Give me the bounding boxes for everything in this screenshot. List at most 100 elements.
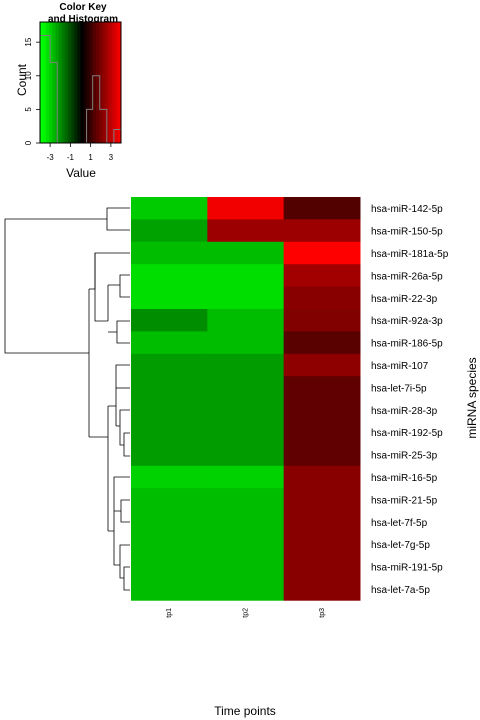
heatmap-cell [283,533,361,556]
heatmap-cell [283,286,361,310]
heatmap-cell [131,421,208,444]
color-key-band [46,22,50,143]
color-key-title-line1: Color Key [59,2,107,13]
row-label: hsa-miR-28-3p [371,406,438,417]
color-key-y-tick-label: 5 [24,107,33,112]
heatmap-cell [283,488,361,512]
heatmap-cell [131,219,208,243]
heatmap-cell [207,309,285,332]
heatmap-cell [283,555,361,579]
heatmap-cell [283,443,361,467]
color-key-band [61,22,66,143]
column-label: tp1 [166,608,173,618]
heatmap-cell [131,488,208,512]
row-label: hsa-let-7i-5p [371,383,427,394]
heatmap-cell [283,219,361,243]
heatmap-cell [131,555,208,579]
color-key-x-label: Value [66,166,96,180]
color-key-band [114,22,119,143]
color-key-band [64,22,69,143]
heatmap-cell [283,264,361,288]
dendrogram-branch-7g-191-7a [113,543,130,591]
column-label: tp3 [319,608,326,618]
heatmap-cell [207,443,285,467]
color-key-band [77,22,81,143]
heatmap-cell [207,488,285,512]
dendrogram-branch-107-group [108,364,130,426]
row-label: hsa-miR-92a-3p [371,316,443,327]
heatmap-cell [207,331,285,355]
dendrogram-branch-lower-left [89,406,109,531]
heatmap-cell [283,241,361,265]
color-key-band [43,22,47,143]
row-label: hsa-miR-181a-5p [371,249,449,260]
row-label: hsa-let-7f-5p [371,518,428,529]
color-key-band [58,22,63,143]
heatmap-cell [131,241,208,265]
color-key-band [80,22,85,143]
heatmap-cell [207,577,285,601]
row-label: hsa-miR-107 [371,361,429,372]
dendrogram-branch-mid [94,253,108,322]
heatmap-cell [207,286,285,310]
row-label: hsa-miR-22-3p [371,294,438,305]
heatmap-cell [131,264,208,288]
color-key-band [52,22,56,143]
heatmap-cell [207,353,285,377]
heatmap-cell [131,309,208,332]
row-label: hsa-let-7a-5p [371,585,430,596]
heatmap-cell [207,465,285,489]
heatmap-cell [207,398,285,422]
dendrogram-branch-142-150 [106,207,130,231]
color-key-x-tick-label: 3 [109,153,114,162]
heatmap-cell [207,555,285,579]
heatmap-cell [207,376,285,400]
row-label: hsa-miR-16-5p [371,473,438,484]
heatmap-cell [131,398,208,422]
color-key-band [111,22,116,143]
row-labels: hsa-miR-142-5p hsa-miR-150-5p hsa-miR-181a… [371,204,449,596]
heatmap-cells [131,197,361,601]
heatmap-cell [131,331,208,355]
heatmap-cell [207,421,285,444]
row-label: hsa-miR-150-5p [371,227,443,238]
color-key-band [71,22,75,143]
heatmap-cell [207,219,285,243]
heatmap-cell [283,398,361,422]
color-key-band [83,22,88,143]
color-key-band [89,22,94,143]
row-label: hsa-miR-191-5p [371,563,443,574]
color-key-band [40,22,44,143]
color-key-band [92,22,97,143]
color-key-frame [39,21,122,144]
heatmap-cell [283,353,361,377]
heatmap-cell [131,533,208,556]
heatmap-cell [207,241,285,265]
color-key-band [96,22,100,143]
row-label: hsa-miR-21-5p [371,495,438,506]
color-key-x-tick-label: -1 [67,153,75,162]
row-label: hsa-miR-25-3p [371,451,438,462]
heatmap-cell [283,376,361,400]
dendrogram-branch-16-group [108,476,130,543]
color-key-band [105,22,109,143]
color-key-band [117,22,122,143]
heatmap-cell [131,197,208,220]
row-label: hsa-let-7g-5p [371,540,430,551]
heatmap-cell [131,577,208,601]
heatmap-cell [283,331,361,355]
color-key-y-label: Count [15,63,29,96]
heatmap-cell [283,309,361,332]
color-key-band [86,22,91,143]
color-key: Color Key and Histogram -3 -1 1 3 0 5 10 15 Va… [15,2,122,180]
color-key-band [74,22,78,143]
dendrogram-branch-26a-22 [108,274,130,298]
heatmap-cell [131,353,208,377]
heatmap-cell [283,421,361,444]
color-key-x-tick-label: -3 [47,153,55,162]
color-key-title-line2: and Histogram [48,14,118,25]
color-key-band [99,22,103,143]
color-key-y-tick-label: 10 [24,71,33,80]
row-label: hsa-miR-26a-5p [371,271,443,282]
heatmap-cell [283,197,361,220]
